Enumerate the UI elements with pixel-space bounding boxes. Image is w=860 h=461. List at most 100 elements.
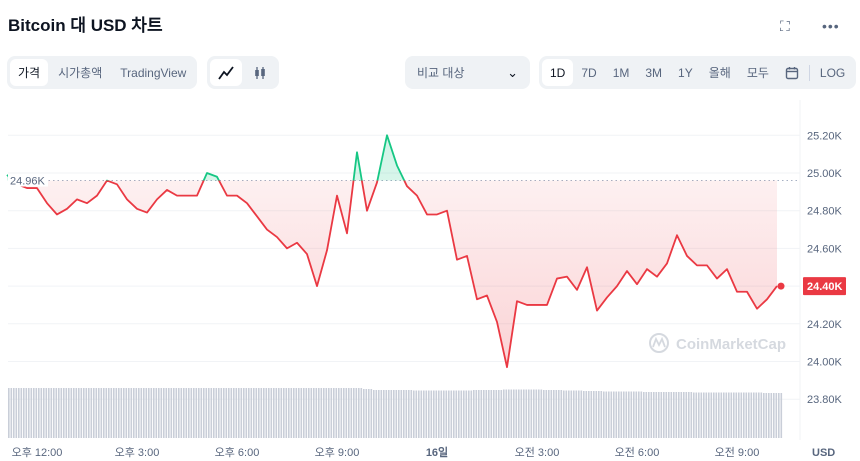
volume-bar — [533, 389, 535, 438]
candlestick-button[interactable] — [244, 59, 276, 86]
volume-bar — [375, 390, 378, 438]
volume-bar — [108, 388, 110, 438]
volume-bar — [143, 388, 145, 438]
volume-bar — [373, 390, 375, 438]
volume-bar — [758, 392, 760, 438]
current-price-tag — [803, 277, 846, 296]
range-7d[interactable]: 7D — [581, 65, 597, 80]
volume-bar — [348, 388, 350, 438]
volume-bar — [568, 390, 570, 438]
price-line-down — [11, 180, 778, 369]
volume-bar — [643, 392, 645, 438]
volume-bar — [575, 390, 578, 438]
volume-bar — [275, 388, 278, 438]
volume-bar — [553, 390, 555, 438]
volume-bar — [183, 388, 185, 438]
x-tick-label: 오전 6:00 — [615, 446, 660, 459]
volume-bar — [453, 390, 455, 438]
volume-bar — [230, 388, 233, 438]
volume-bar — [243, 388, 245, 438]
log-toggle[interactable]: LOG — [819, 65, 846, 80]
volume-bar — [768, 393, 770, 438]
volume-bar — [285, 388, 288, 438]
volume-bar — [333, 388, 335, 438]
volume-bar — [673, 392, 675, 438]
volume-bar — [403, 390, 405, 438]
volume-bar — [480, 390, 483, 438]
volume-bar — [283, 388, 285, 438]
tab-market-cap[interactable]: 시가총액 — [58, 66, 103, 80]
volume-bar — [443, 390, 445, 438]
volume-bar — [700, 392, 703, 438]
x-tick-label: 오전 3:00 — [515, 446, 560, 459]
volume-bar — [23, 388, 25, 438]
volume-bar — [280, 388, 283, 438]
volume-bar — [255, 388, 258, 438]
volume-bar — [35, 388, 38, 438]
range-ytd[interactable]: 올해 — [708, 66, 731, 80]
volume-bar — [613, 391, 615, 438]
volume-bar — [205, 388, 208, 438]
volume-bar — [418, 390, 420, 438]
volume-bar — [690, 392, 693, 438]
volume-bar — [513, 389, 515, 438]
volume-bar — [780, 393, 783, 438]
volume-bar — [393, 390, 395, 438]
tab-tradingview[interactable]: TradingView — [120, 65, 187, 80]
volume-bar — [60, 388, 63, 438]
volume-bar — [508, 389, 510, 438]
volume-bar — [330, 388, 333, 438]
volume-bar — [583, 391, 585, 438]
volume-bar — [730, 392, 733, 438]
volume-bar — [80, 388, 83, 438]
range-1m[interactable]: 1M — [612, 65, 630, 80]
volume-bar — [83, 388, 85, 438]
calendar-icon — [785, 66, 799, 79]
volume-bar — [653, 392, 655, 438]
volume-bar — [450, 390, 453, 438]
volume-bar — [618, 391, 620, 438]
volume-bar — [88, 388, 90, 438]
compare-dropdown[interactable]: 비교 대상 ⌄ — [405, 56, 530, 89]
volume-bar — [195, 388, 198, 438]
volume-bar — [28, 388, 30, 438]
volume-bar — [760, 392, 763, 438]
volume-bar — [648, 392, 650, 438]
volume-bar — [105, 388, 108, 438]
range-1y[interactable]: 1Y — [678, 65, 693, 80]
volume-bar — [630, 391, 633, 438]
range-1d[interactable]: 1D — [542, 59, 574, 86]
volume-bar — [138, 388, 140, 438]
volume-bar — [325, 388, 328, 438]
volume-bar — [365, 389, 368, 438]
volume-bar — [55, 388, 58, 438]
volume-bar — [520, 389, 523, 438]
volume-bar — [215, 388, 218, 438]
more-icon[interactable]: ••• — [822, 18, 840, 34]
volume-bar — [640, 391, 643, 438]
volume-bar — [240, 388, 243, 438]
volume-bar — [740, 392, 743, 438]
volume-bar — [310, 388, 313, 438]
volume-bar — [13, 388, 15, 438]
volume-bar — [473, 390, 475, 438]
volume-bar — [728, 392, 730, 438]
calendar-button[interactable] — [777, 59, 807, 86]
volume-bar — [748, 392, 750, 438]
volume-bar — [248, 388, 250, 438]
range-all[interactable]: 모두 — [746, 66, 769, 80]
volume-bar — [725, 392, 728, 438]
volume-bar — [298, 388, 300, 438]
volume-bar — [395, 390, 398, 438]
volume-bar — [398, 390, 400, 438]
volume-bar — [130, 388, 133, 438]
volume-bar — [710, 392, 713, 438]
fullscreen-icon[interactable]: ⛶ — [780, 18, 790, 34]
volume-bar — [420, 390, 423, 438]
line-chart-button[interactable] — [210, 59, 242, 86]
y-tick-label: 25.20K — [807, 130, 843, 142]
chart-type-toggle — [207, 56, 279, 89]
tab-price[interactable]: 가격 — [10, 59, 49, 86]
range-3m[interactable]: 3M — [645, 65, 663, 80]
volume-bar — [468, 390, 470, 438]
